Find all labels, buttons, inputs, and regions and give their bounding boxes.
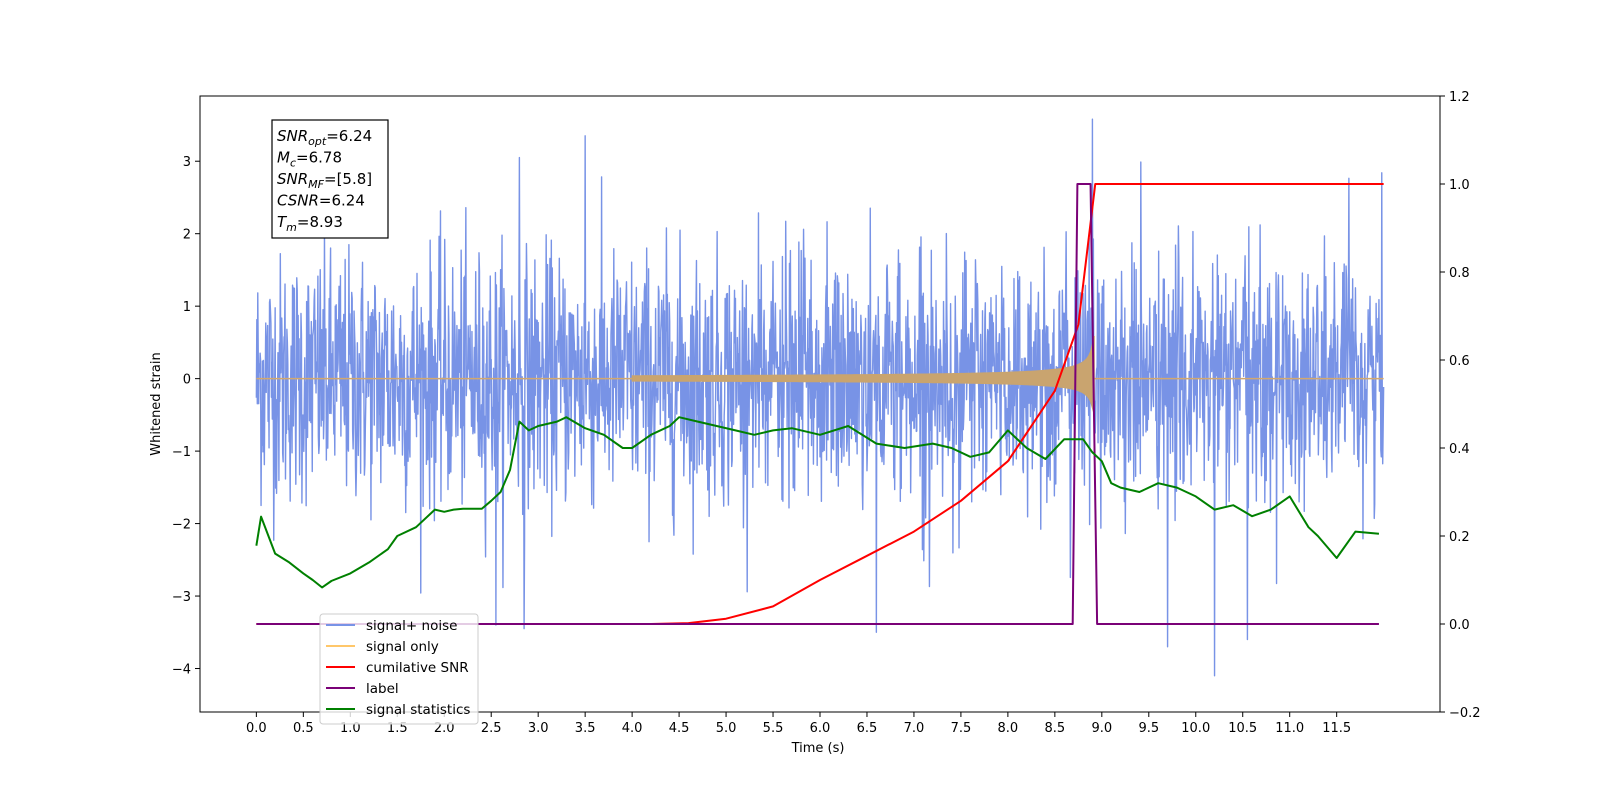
legend-label: signal+ noise [366, 618, 457, 634]
y2-tick-label: 0.0 [1449, 618, 1470, 633]
series-signal-noise [255, 118, 1385, 677]
x-tick-label: 6.0 [810, 721, 831, 736]
x-tick-label: 1.5 [387, 721, 408, 736]
y2-tick-label: 1.2 [1449, 90, 1470, 105]
x-tick-label: 2.0 [434, 721, 455, 736]
y-axis-label: Whitened strain [149, 352, 164, 455]
x-tick-label: 9.0 [1091, 721, 1112, 736]
x-tick-label: 4.0 [622, 721, 643, 736]
axes: 0.0 0.5 1.0 1.5 2.0 2.5 3.0 3.5 4.0 4.5 5.0 5.5 6.0 6… [172, 90, 1481, 736]
x-tick-label: 7.5 [951, 721, 972, 736]
x-tick-label: 10.0 [1181, 721, 1210, 736]
y-tick-label: 1 [183, 300, 191, 315]
x-tick-label: 2.5 [481, 721, 502, 736]
y2-tick-label: 1.0 [1449, 178, 1470, 193]
legend-label: cumilative SNR [366, 660, 469, 676]
x-tick-label: 7.0 [904, 721, 925, 736]
y2-tick-label: 0.6 [1449, 354, 1470, 369]
legend-label: signal only [366, 639, 439, 655]
x-tick-label: 9.5 [1138, 721, 1159, 736]
y2-tick-label: 0.8 [1449, 266, 1470, 281]
series-label [256, 183, 1379, 625]
y-tick-label: −2 [172, 518, 191, 533]
y2-tick-label: 0.2 [1449, 530, 1470, 545]
annotation-box [271, 119, 389, 239]
annotation-line: SNRopt=6.24 [277, 127, 372, 148]
y2-tick-label: −0.2 [1449, 706, 1481, 721]
x-tick-label: 3.5 [575, 721, 596, 736]
y2-tick-label: 0.4 [1449, 442, 1470, 457]
x-tick-label: 11.5 [1322, 721, 1351, 736]
legend-label: signal statistics [366, 702, 470, 718]
annotation-line: CSNR=6.24 [277, 192, 365, 210]
series-signal-statistics [255, 416, 1380, 589]
annotation-line: Mc=6.78 [277, 149, 342, 170]
annotation-line: SNRMF=[5.8] [277, 170, 372, 191]
plot-area [255, 118, 1385, 677]
y-tick-label: 2 [183, 228, 191, 243]
legend: signal+ noise signal only cumilative SNR la… [319, 613, 479, 725]
x-tick-label: 3.0 [528, 721, 549, 736]
y-tick-label: −1 [172, 445, 191, 460]
x-axis-label: Time (s) [791, 741, 845, 756]
y-tick-label: 0 [183, 373, 191, 388]
x-tick-label: 10.5 [1228, 721, 1257, 736]
x-tick-label: 5.5 [763, 721, 784, 736]
y-tick-label: −4 [172, 663, 191, 678]
x-tick-label: 6.5 [857, 721, 878, 736]
x-tick-label: 8.0 [998, 721, 1019, 736]
x-tick-label: 1.0 [340, 721, 361, 736]
legend-box [319, 613, 479, 725]
x-tick-label: 0.0 [246, 721, 267, 736]
y-tick-label: −3 [172, 590, 191, 605]
series-cumulative-snr [256, 183, 1384, 625]
x-tick-label: 0.5 [293, 721, 314, 736]
annotation-line: Tm=8.93 [277, 213, 343, 234]
x-tick-label: 5.0 [716, 721, 737, 736]
y-tick-label: 3 [183, 155, 191, 170]
legend-label: label [366, 681, 399, 697]
x-tick-label: 4.5 [669, 721, 690, 736]
x-tick-label: 8.5 [1045, 721, 1066, 736]
x-tick-label: 11.0 [1275, 721, 1304, 736]
